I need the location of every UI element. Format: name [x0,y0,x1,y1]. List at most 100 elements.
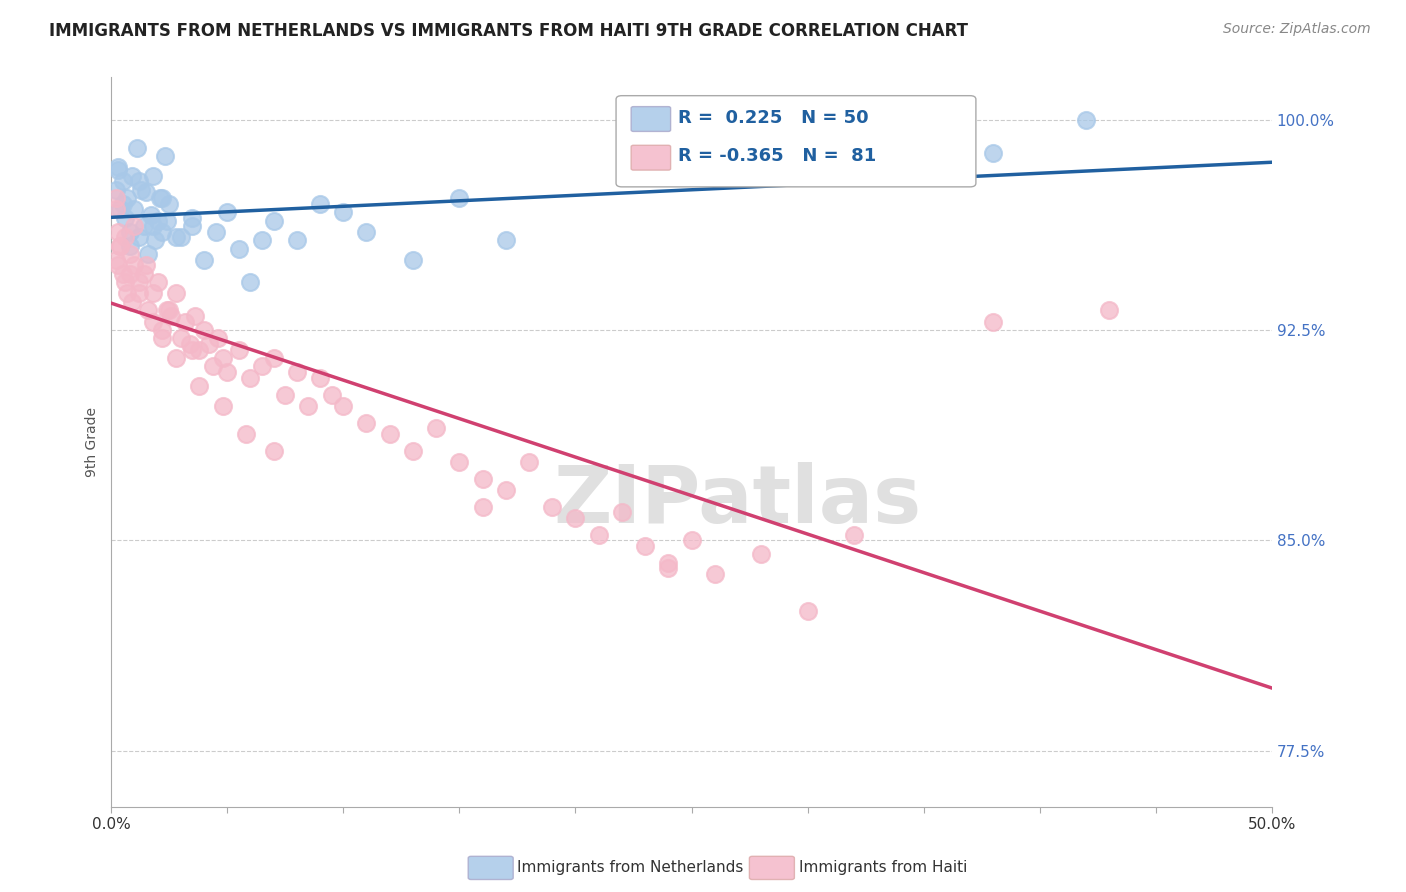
Point [842,528,865,542]
Point [111,196,134,211]
Point [132,267,155,281]
Text: Source: ZipAtlas.com: Source: ZipAtlas.com [1223,22,1371,37]
Point [170,230,193,244]
Point [107,163,129,178]
Point [128,230,150,244]
Point [181,343,204,357]
Point [153,149,176,163]
Point [217,205,239,219]
Point [128,286,150,301]
Point [128,275,150,289]
Point [132,219,155,234]
Point [160,309,183,323]
Point [139,208,162,222]
Point [657,561,679,575]
Point [114,230,136,244]
Point [193,323,215,337]
Point [657,556,679,570]
Point [193,252,215,267]
Point [197,337,219,351]
Point [124,219,146,234]
Point [250,359,273,374]
Point [703,567,725,582]
Point [217,365,239,379]
Point [110,239,132,253]
Point [114,275,136,289]
Point [188,379,211,393]
Point [332,399,354,413]
Point [471,472,494,486]
Point [796,603,818,617]
Point [634,539,657,553]
Point [104,252,127,267]
Point [146,275,169,289]
Point [150,323,173,337]
Point [124,202,146,217]
Point [150,191,173,205]
Point [204,225,226,239]
Point [136,247,159,261]
Point [136,303,159,318]
Point [1076,112,1098,127]
Point [1098,303,1121,318]
Point [142,314,165,328]
Point [309,196,332,211]
Point [117,286,139,301]
Point [541,500,564,514]
Point [107,225,129,239]
Y-axis label: 9th Grade: 9th Grade [86,408,100,477]
Point [263,351,285,365]
Point [235,426,257,441]
Point [588,528,610,542]
Point [211,399,233,413]
Point [135,186,157,200]
Point [118,267,141,281]
Point [118,225,141,239]
Text: Immigrants from Netherlands: Immigrants from Netherlands [517,861,744,875]
Point [211,351,233,365]
Point [181,211,204,225]
Point [239,275,262,289]
Point [165,230,187,244]
Text: R = -0.365   N =  81: R = -0.365 N = 81 [678,147,876,165]
Point [111,267,134,281]
Point [297,399,319,413]
Point [239,370,262,384]
Point [111,174,134,188]
Point [146,213,169,227]
Point [128,174,150,188]
Point [157,303,180,318]
Point [517,455,540,469]
Point [125,140,148,154]
Point [263,443,285,458]
Point [183,309,205,323]
Point [356,225,378,239]
Point [378,426,401,441]
Point [174,314,197,328]
Point [564,511,586,525]
Point [156,213,179,227]
Point [332,205,354,219]
Point [981,314,1004,328]
Point [250,233,273,247]
Point [188,343,211,357]
Point [104,183,127,197]
Point [142,169,165,183]
Point [263,213,285,227]
Point [150,331,173,345]
Point [149,191,172,205]
Point [207,331,229,345]
Point [610,505,633,519]
Point [749,548,772,562]
Point [142,286,165,301]
Point [104,191,127,205]
Point [321,387,343,401]
Point [124,259,146,273]
FancyBboxPatch shape [631,107,671,131]
Text: R =  0.225   N = 50: R = 0.225 N = 50 [678,109,868,127]
Point [356,416,378,430]
Point [309,370,332,384]
Text: ZIPatlas: ZIPatlas [554,461,922,540]
Point [471,500,494,514]
Point [118,239,141,253]
